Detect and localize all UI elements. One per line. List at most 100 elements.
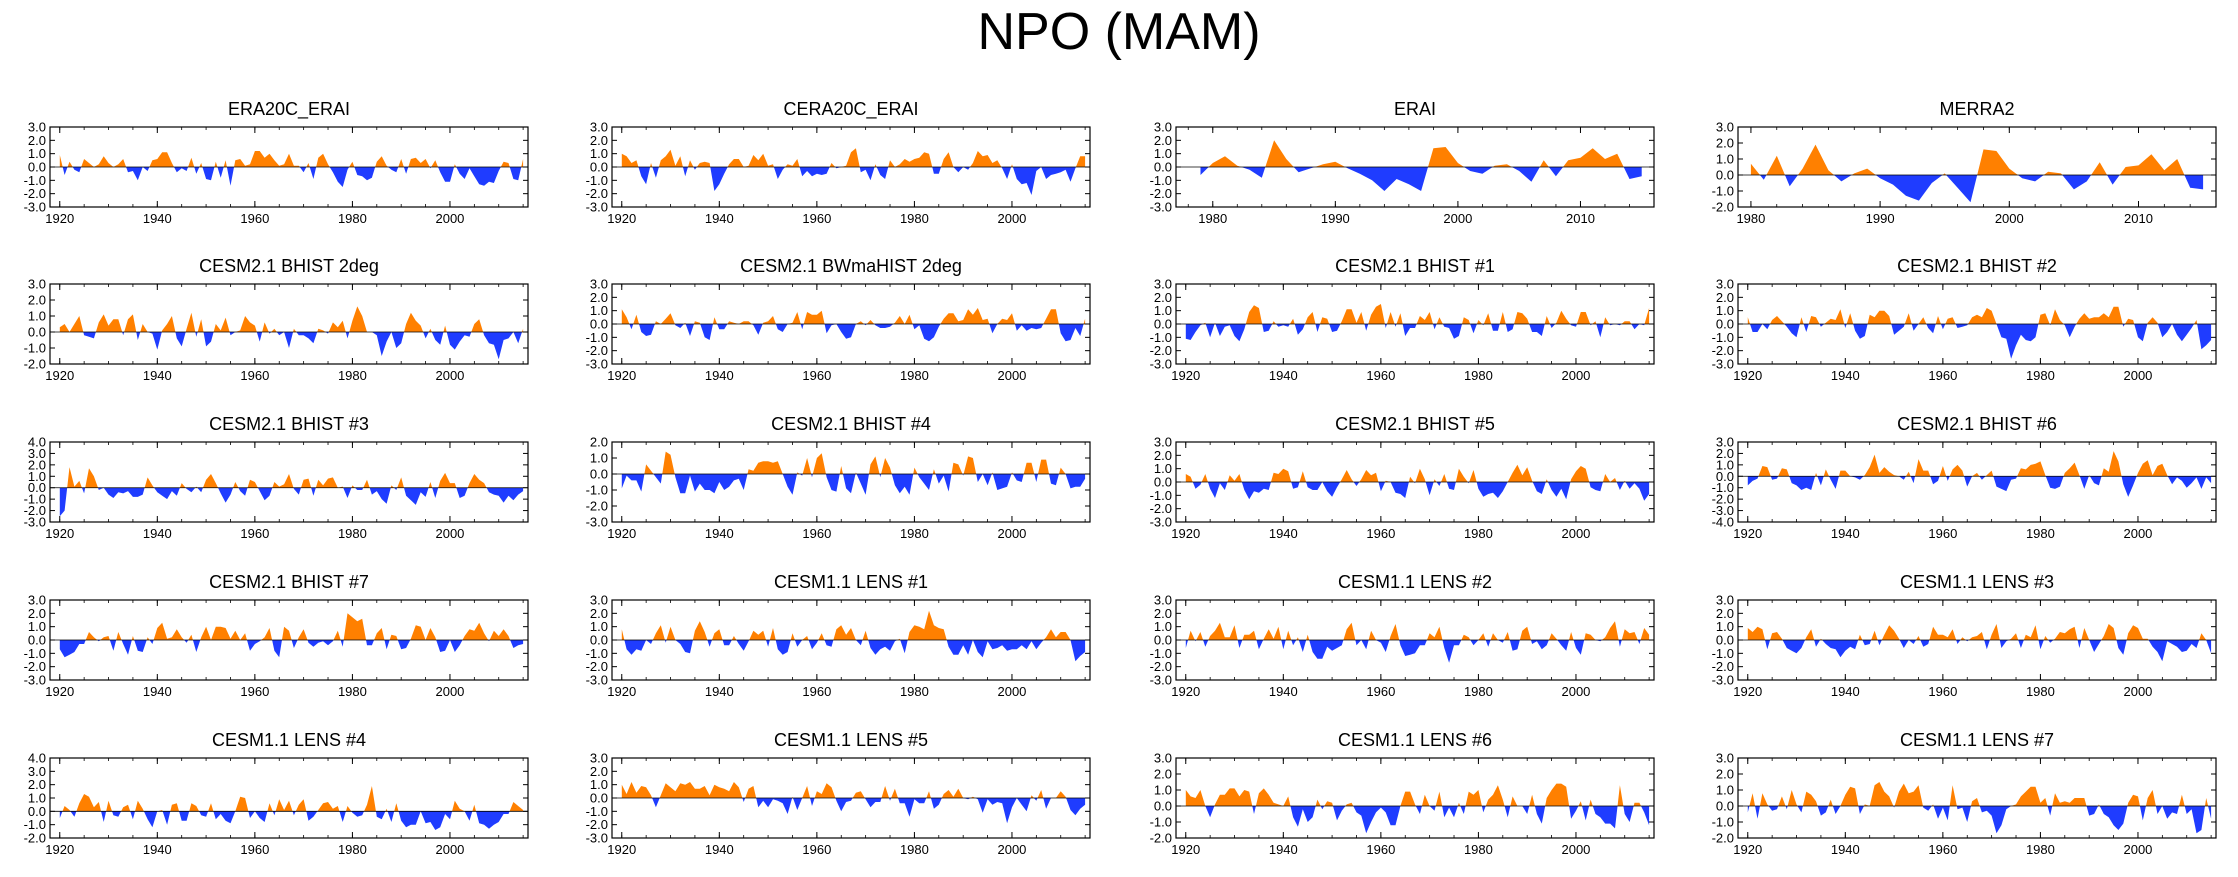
- y-tick-label: -2.0: [1712, 343, 1734, 358]
- x-tick-label: 2000: [997, 842, 1026, 857]
- x-tick-label: 1980: [900, 526, 929, 541]
- x-tick-label: 2000: [1561, 526, 1590, 541]
- y-tick-label: 3.0: [590, 593, 608, 608]
- x-tick-label: 2000: [997, 211, 1026, 226]
- y-tick-label: -2.0: [24, 503, 46, 518]
- y-tick-label: -2.0: [24, 357, 46, 372]
- x-tick-label: 1920: [1733, 368, 1762, 383]
- y-tick-label: 0.0: [1716, 799, 1734, 814]
- negative-area: [621, 474, 1086, 495]
- y-tick-label: -1.0: [1712, 184, 1734, 199]
- x-tick-label: 2000: [2123, 684, 2152, 699]
- x-tick-label: 2010: [1566, 211, 1595, 226]
- x-tick-label: 1980: [900, 684, 929, 699]
- x-tick-label: 1980: [338, 526, 367, 541]
- x-tick-label: 1960: [802, 684, 831, 699]
- y-tick-label: -2.0: [1150, 186, 1172, 201]
- positive-area: [59, 151, 524, 167]
- negative-area: [59, 811, 510, 830]
- y-tick-label: -3.0: [1150, 515, 1172, 530]
- positive-area: [59, 613, 524, 640]
- y-tick-label: 1.0: [590, 619, 608, 634]
- positive-area: [1185, 464, 1650, 482]
- x-tick-label: 1960: [1366, 842, 1395, 857]
- y-tick-label: -3.0: [586, 515, 608, 530]
- panel-frame: [49, 757, 529, 839]
- y-tick-label: -2.0: [586, 186, 608, 201]
- y-tick-label: 0.0: [590, 633, 608, 648]
- y-tick-label: 3.0: [28, 446, 46, 461]
- negative-area: [1747, 640, 2212, 662]
- y-tick-label: 3.0: [1716, 435, 1734, 450]
- x-tick-label: 1960: [1928, 842, 1957, 857]
- panel-11: CESM2.1 BHIST #5 3.02.01.00.0-1.0-2.0-3.0…: [1150, 414, 1655, 541]
- y-tick-label: 2.0: [28, 293, 46, 308]
- negative-area: [59, 487, 524, 517]
- y-tick-label: 2.0: [28, 457, 46, 472]
- y-tick-label: 1.0: [28, 791, 46, 806]
- y-tick-label: -2.0: [24, 186, 46, 201]
- y-tick-label: 1.0: [1154, 461, 1172, 476]
- x-tick-label: 1960: [240, 211, 269, 226]
- x-tick-label: 1960: [240, 842, 269, 857]
- x-tick-label: 1960: [1928, 684, 1957, 699]
- panel-title: CESM1.1 LENS #6: [1338, 730, 1492, 750]
- panel-12: CESM2.1 BHIST #6 3.02.01.00.0-1.0-2.0-3.0…: [1712, 414, 2217, 541]
- y-tick-label: 4.0: [28, 751, 46, 766]
- x-tick-label: 1960: [802, 211, 831, 226]
- y-tick-label: 0.0: [590, 791, 608, 806]
- y-tick-label: 2.0: [590, 290, 608, 305]
- x-tick-label: 2000: [435, 684, 464, 699]
- panel-frame: [49, 283, 529, 365]
- y-tick-label: -1.0: [1712, 330, 1734, 345]
- positive-area: [1750, 144, 2204, 175]
- y-tick-label: 3.0: [1716, 120, 1734, 135]
- panel-18: CESM1.1 LENS #53.02.01.00.0-1.0-2.0-3.01…: [586, 730, 1091, 857]
- x-tick-label: 1960: [1928, 368, 1957, 383]
- y-tick-label: 1.0: [1716, 783, 1734, 798]
- x-tick-label: 1960: [802, 842, 831, 857]
- y-tick-label: 1.0: [590, 303, 608, 318]
- y-tick-label: 0.0: [1154, 799, 1172, 814]
- y-tick-label: -2.0: [1150, 831, 1172, 846]
- negative-area: [1185, 324, 1650, 342]
- x-tick-label: 1980: [1198, 211, 1227, 226]
- x-tick-label: 1940: [1831, 684, 1860, 699]
- y-tick-label: -3.0: [24, 673, 46, 688]
- y-tick-label: -2.0: [1150, 343, 1172, 358]
- positive-area: [59, 306, 524, 332]
- x-tick-label: 1960: [802, 526, 831, 541]
- x-tick-label: 2000: [1561, 842, 1590, 857]
- y-tick-label: 3.0: [590, 277, 608, 292]
- y-tick-label: -3.0: [24, 515, 46, 530]
- x-tick-label: 2000: [2123, 526, 2152, 541]
- y-tick-label: 1.0: [1716, 303, 1734, 318]
- y-tick-label: -1.0: [1150, 173, 1172, 188]
- y-tick-label: 2.0: [28, 777, 46, 792]
- y-tick-label: 0.0: [28, 325, 46, 340]
- y-tick-label: 0.0: [590, 467, 608, 482]
- panel-13: CESM2.1 BHIST #7 3.02.01.00.0-1.0-2.0-3.0…: [24, 572, 529, 699]
- negative-area: [621, 640, 1086, 662]
- x-tick-label: 1940: [705, 684, 734, 699]
- y-tick-label: 0.0: [590, 160, 608, 175]
- x-tick-label: 1940: [1831, 368, 1860, 383]
- x-tick-label: 1920: [45, 211, 74, 226]
- negative-area: [1747, 476, 2212, 497]
- y-tick-label: 1.0: [28, 309, 46, 324]
- x-tick-label: 1920: [607, 842, 636, 857]
- y-tick-label: -2.0: [24, 831, 46, 846]
- x-tick-label: 2000: [1443, 211, 1472, 226]
- x-tick-label: 1940: [705, 368, 734, 383]
- positive-area: [1185, 783, 1650, 806]
- y-tick-label: 3.0: [1154, 593, 1172, 608]
- x-tick-label: 1960: [1366, 526, 1395, 541]
- x-tick-label: 1920: [607, 368, 636, 383]
- x-tick-label: 1980: [338, 211, 367, 226]
- y-tick-label: -2.0: [1712, 492, 1734, 507]
- panel-frame: [1175, 757, 1655, 839]
- panel-title: CERA20C_ERAI: [783, 99, 918, 120]
